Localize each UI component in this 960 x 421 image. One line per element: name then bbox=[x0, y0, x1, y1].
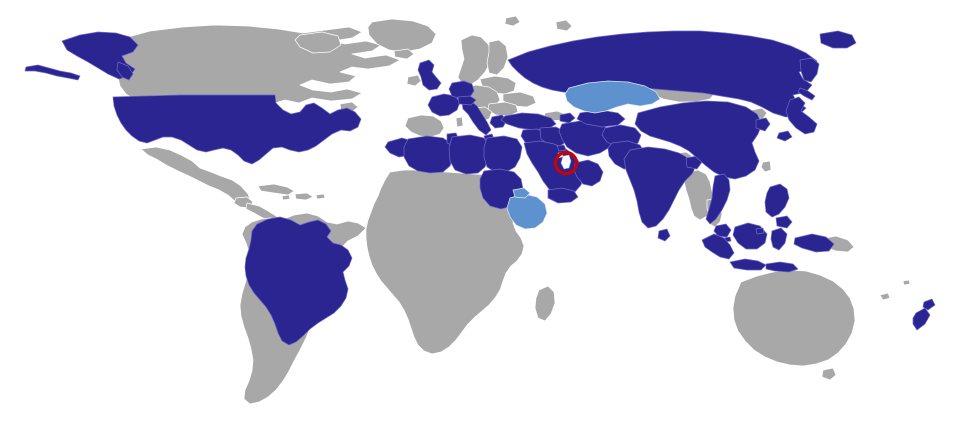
russia-chukotka bbox=[819, 30, 857, 49]
country-finland bbox=[486, 39, 509, 76]
island-baffin bbox=[294, 31, 342, 54]
country-south-korea bbox=[755, 117, 771, 132]
island-svalbard bbox=[504, 15, 521, 27]
country-france bbox=[427, 93, 461, 117]
dark-blue-countries-group bbox=[24, 30, 936, 346]
russia-kamchatka bbox=[799, 57, 820, 83]
island-jamaica bbox=[281, 194, 291, 201]
country-azerbaijan bbox=[559, 112, 576, 124]
country-india bbox=[623, 146, 697, 229]
island-sardinia-corsica bbox=[455, 116, 464, 128]
country-kazakhstan bbox=[564, 80, 661, 114]
island-iceland bbox=[393, 48, 415, 60]
country-egypt bbox=[483, 135, 523, 173]
country-new-zealand bbox=[912, 307, 931, 331]
highlight-annotation-group bbox=[553, 150, 579, 176]
country-greenland bbox=[367, 18, 437, 53]
island-tasmania bbox=[821, 367, 837, 381]
indonesia-java bbox=[729, 258, 767, 271]
red-highlight-circle bbox=[553, 150, 579, 176]
country-ethiopia bbox=[506, 193, 548, 230]
country-spain-portugal bbox=[404, 114, 445, 138]
island-novaya-zemlya-grey bbox=[555, 19, 573, 32]
indonesia-sulawesi bbox=[770, 227, 788, 251]
country-japan-kyushu bbox=[776, 130, 793, 142]
country-china bbox=[634, 100, 763, 180]
country-sri-lanka bbox=[657, 228, 671, 242]
island-cuba bbox=[257, 183, 295, 196]
country-eritrea bbox=[512, 187, 531, 199]
country-united-kingdom bbox=[417, 59, 442, 91]
indonesia-sumatra bbox=[701, 233, 735, 260]
country-japan bbox=[785, 96, 818, 135]
island-new-caledonia bbox=[879, 292, 891, 301]
country-brazil bbox=[244, 216, 353, 346]
country-philippines bbox=[764, 183, 790, 218]
new-zealand-north bbox=[922, 298, 936, 311]
indonesia-malaku-papua bbox=[793, 233, 835, 253]
country-vietnam bbox=[705, 173, 731, 225]
country-brunei bbox=[755, 227, 765, 235]
aleutian-islands bbox=[24, 64, 81, 81]
light-blue-countries-group bbox=[506, 80, 661, 230]
philippines-mindanao bbox=[775, 215, 793, 229]
country-kuwait bbox=[556, 144, 567, 152]
island-ireland bbox=[406, 74, 422, 87]
island-madagascar bbox=[534, 285, 556, 322]
russia-kuril-islands bbox=[797, 87, 816, 101]
country-malaysia-peninsula bbox=[713, 223, 732, 238]
alaska-panhandle bbox=[116, 61, 134, 81]
island-hispaniola bbox=[294, 192, 314, 201]
country-yemen bbox=[547, 187, 579, 204]
country-algeria bbox=[403, 135, 455, 174]
indonesia-lesser-sunda bbox=[765, 261, 799, 273]
island-taiwan bbox=[760, 160, 772, 173]
island-puerto-rico bbox=[315, 193, 326, 200]
country-austria-switzerland bbox=[457, 95, 477, 106]
country-qatar bbox=[560, 154, 572, 170]
country-uae-oman bbox=[573, 159, 604, 187]
country-united-states bbox=[112, 94, 362, 165]
country-libya bbox=[448, 134, 491, 175]
country-italy bbox=[461, 100, 492, 136]
scandinavia bbox=[457, 34, 493, 86]
island-fiji bbox=[902, 279, 911, 286]
country-australia bbox=[732, 269, 856, 367]
